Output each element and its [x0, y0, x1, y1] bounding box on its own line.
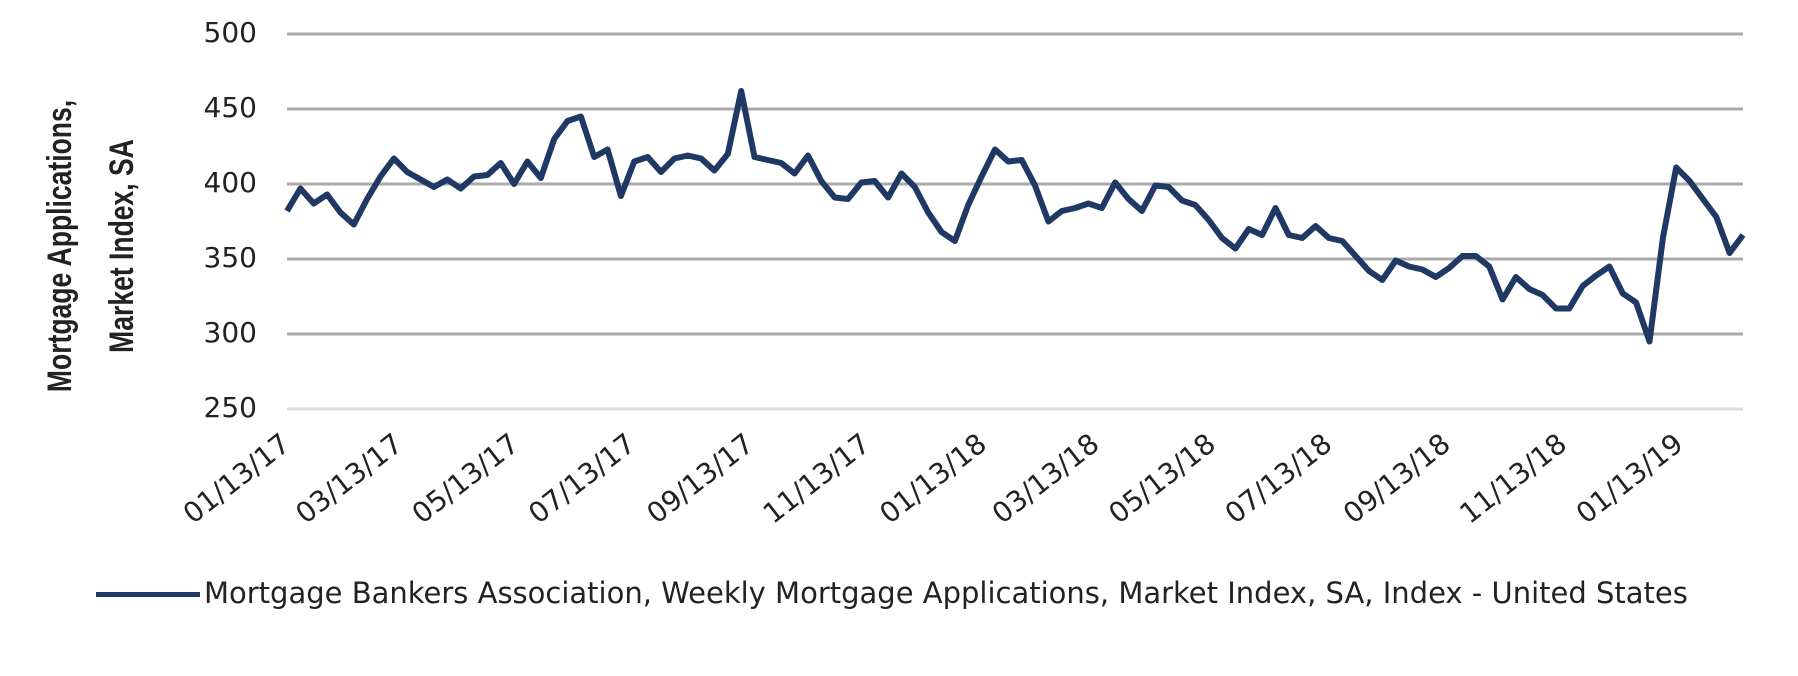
x-tick-label: 01/13/17 — [177, 427, 296, 530]
x-tick-label: 11/13/18 — [1453, 427, 1572, 530]
x-tick-label: 11/13/17 — [757, 427, 876, 530]
x-tick-label: 05/13/17 — [406, 427, 525, 530]
x-tick-label: 09/13/18 — [1337, 427, 1456, 530]
y-tick-label: 400 — [204, 166, 257, 199]
y-axis-label: Mortgage Applications, — [41, 100, 79, 392]
legend-label: Mortgage Bankers Association, Weekly Mor… — [204, 576, 1688, 610]
line — [284, 88, 1746, 345]
legend-swatch — [96, 592, 200, 597]
x-tick-label: 05/13/18 — [1102, 427, 1221, 530]
x-tick-label: 01/13/18 — [873, 427, 992, 530]
x-tick-label: 03/13/17 — [289, 427, 408, 530]
x-tick-label: 07/13/18 — [1219, 427, 1338, 530]
legend: Mortgage Bankers Association, Weekly Mor… — [96, 574, 1764, 612]
y-tick-label: 300 — [204, 316, 257, 349]
x-tick-label: 07/13/17 — [522, 427, 641, 530]
y-tick-label: 500 — [204, 16, 257, 49]
y-tick-label: 250 — [204, 391, 257, 424]
x-tick-label: 09/13/17 — [641, 427, 760, 530]
x-tick-label: 03/13/18 — [986, 427, 1105, 530]
y-axis-label: Market Index, SA — [103, 139, 141, 353]
y-tick-label: 350 — [204, 241, 257, 274]
y-tick-label: 450 — [204, 91, 257, 124]
x-tick-label: 01/13/19 — [1570, 427, 1689, 530]
